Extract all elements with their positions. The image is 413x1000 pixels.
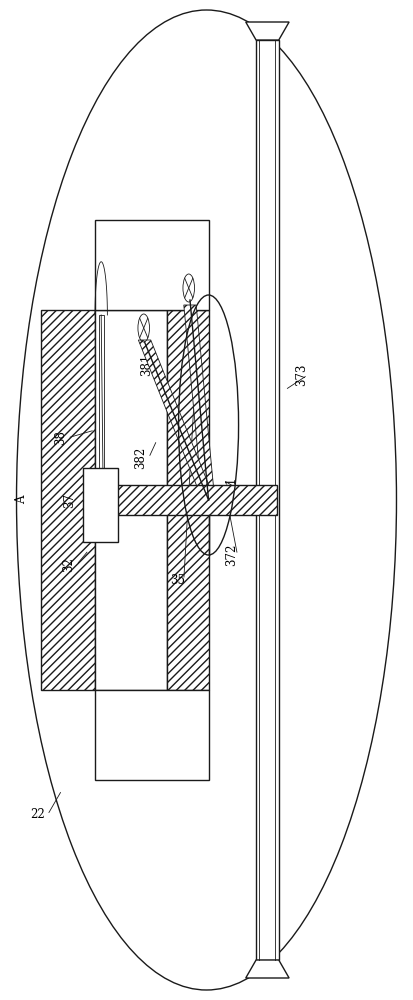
Text: 371: 371 (225, 477, 238, 499)
Text: 382: 382 (134, 447, 147, 469)
Bar (95, 310, 167, 690)
Bar (99, 315, 104, 500)
Bar (95, 690, 209, 780)
Text: 35: 35 (170, 574, 185, 586)
Polygon shape (138, 340, 215, 500)
Bar (41, 310, 95, 690)
Text: 373: 373 (295, 364, 308, 386)
Text: 22: 22 (31, 808, 45, 822)
Text: A: A (15, 496, 28, 504)
Text: B: B (189, 361, 198, 374)
Polygon shape (184, 305, 215, 500)
Text: 37: 37 (63, 492, 76, 508)
Text: 381: 381 (140, 354, 153, 376)
Polygon shape (246, 960, 289, 978)
Text: 372: 372 (225, 544, 238, 566)
Text: 38: 38 (55, 431, 68, 445)
Bar (167, 310, 209, 690)
Polygon shape (246, 22, 289, 40)
Bar (95, 485, 277, 515)
Text: 32: 32 (62, 558, 75, 572)
Ellipse shape (17, 10, 396, 990)
Bar (83, 468, 118, 542)
Bar (95, 220, 209, 310)
Bar (256, 40, 279, 960)
